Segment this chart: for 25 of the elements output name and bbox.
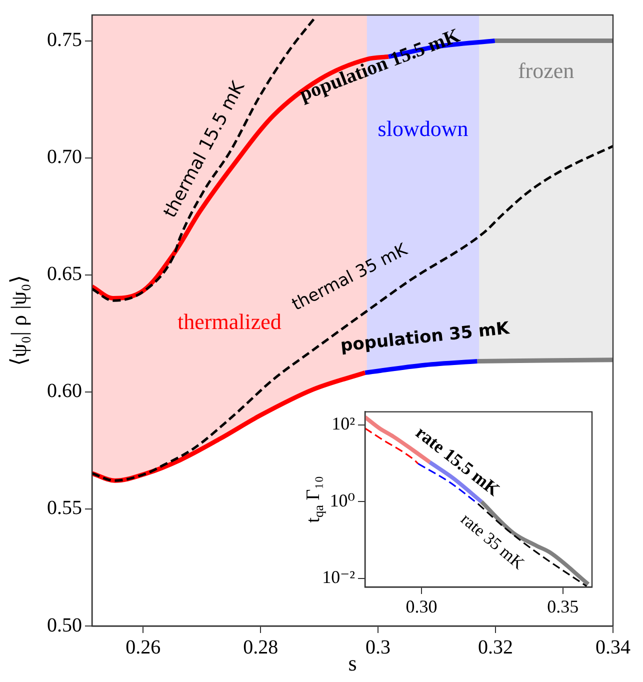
y-tick-label: 0.60 (47, 380, 82, 402)
x-tick-label: 0.28 (243, 636, 278, 658)
band-label: thermalized (178, 308, 282, 334)
y-tick-label: 10² (332, 414, 355, 434)
x-tick-label: 0.32 (478, 636, 514, 658)
y-tick-label: 0.65 (47, 263, 82, 286)
y-tick-label: 0.50 (47, 614, 82, 636)
y-axis-title: ⟨ψ₀| ρ |ψ₀⟩ (6, 275, 31, 366)
x-tick-label: 0.35 (547, 596, 579, 617)
x-tick-label: 0.26 (126, 636, 161, 658)
annotation: rate 15.5 mK (412, 422, 504, 500)
y-axis-title: tqa Γ₁₀ (302, 476, 326, 523)
band-label: frozen (518, 58, 574, 83)
annotation: population 35 mK (340, 318, 512, 356)
y-tick-label: 10⁻² (322, 567, 355, 588)
x-tick-label: 0.34 (596, 636, 630, 658)
y-tick-label: 0.70 (47, 146, 82, 168)
y-tick-label: 10⁰ (330, 490, 355, 510)
annotation: rate 35 mK (457, 509, 529, 574)
x-axis-title: s (348, 650, 357, 676)
x-tick-label: 0.30 (406, 596, 438, 617)
y-tick-label: 0.75 (47, 29, 82, 51)
x-tick-label: 0.3 (366, 636, 391, 658)
y-tick-label: 0.55 (47, 497, 82, 520)
band-label: slowdown (378, 116, 468, 141)
